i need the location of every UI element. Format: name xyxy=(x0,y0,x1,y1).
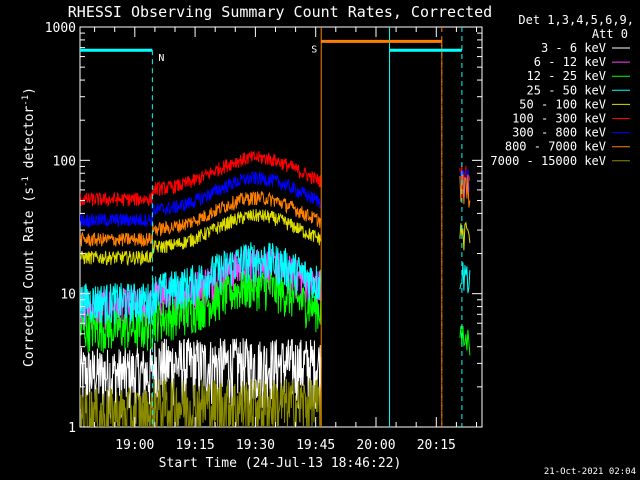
legend-label-5: 100 - 300 keV xyxy=(512,112,606,126)
legend-title-2: Att 0 xyxy=(592,27,628,41)
y-axis: 1 10 100 1000 xyxy=(45,21,482,436)
x-tick-label: 20:00 xyxy=(356,438,395,453)
legend-label-3: 25 - 50 keV xyxy=(527,83,606,97)
legend-label-0: 3 - 6 keV xyxy=(541,41,606,55)
x-tick-label: 19:00 xyxy=(115,438,154,453)
annotation-label-1: S xyxy=(311,44,317,55)
x-tick-label: 20:15 xyxy=(417,438,456,453)
legend-label-7: 800 - 7000 keV xyxy=(505,140,606,154)
x-axis-label: Start Time (24-Jul-13 18:46:22) xyxy=(159,456,402,471)
plot-frame xyxy=(79,26,483,428)
legend-label-8: 7000 - 15000 keV xyxy=(490,154,606,168)
series-line-8 xyxy=(80,378,322,427)
series-line-6 xyxy=(80,170,322,229)
y-tick-label: 1 xyxy=(68,421,76,436)
x-axis: 19:00 19:15 19:30 19:45 20:00 20:15 xyxy=(94,27,477,453)
legend-label-1: 6 - 12 keV xyxy=(534,55,606,69)
series-line-4 xyxy=(80,208,322,267)
series-group xyxy=(80,150,471,427)
series-post-4 xyxy=(459,221,471,251)
y-tick-label: 1000 xyxy=(45,21,76,36)
legend-title-1: Det 1,3,4,5,6,9, xyxy=(518,13,634,27)
x-tick-label: 19:45 xyxy=(296,438,335,453)
chart-title: RHESSI Observing Summary Count Rates, Co… xyxy=(68,3,492,21)
legend-label-6: 300 - 800 keV xyxy=(512,126,606,140)
x-tick-label: 19:15 xyxy=(176,438,215,453)
series-line-3 xyxy=(80,242,322,326)
y-tick-label: 100 xyxy=(53,154,76,169)
series-line-5 xyxy=(80,150,322,208)
plot-area: NS xyxy=(80,27,471,427)
series-post-2 xyxy=(459,325,471,356)
y-axis-label: Corrected Count Rate (s-1 detector-1) xyxy=(21,87,37,367)
timestamp: 21-Oct-2021 02:04 xyxy=(544,467,636,477)
x-tick-label: 19:30 xyxy=(236,438,275,453)
annotation-label-0: N xyxy=(158,53,164,64)
legend-label-2: 12 - 25 keV xyxy=(527,69,606,83)
series-line-2 xyxy=(80,268,322,353)
legend-label-4: 50 - 100 keV xyxy=(519,97,606,111)
y-tick-label: 10 xyxy=(60,288,76,303)
series-line-7 xyxy=(80,190,322,248)
